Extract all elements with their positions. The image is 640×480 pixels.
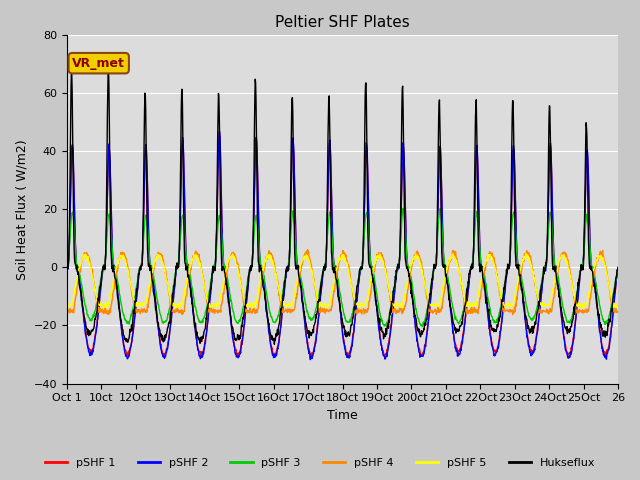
Title: Peltier SHF Plates: Peltier SHF Plates bbox=[275, 15, 410, 30]
Legend: pSHF 1, pSHF 2, pSHF 3, pSHF 4, pSHF 5, Hukseflux: pSHF 1, pSHF 2, pSHF 3, pSHF 4, pSHF 5, … bbox=[40, 453, 600, 472]
Y-axis label: Soil Heat Flux ( W/m2): Soil Heat Flux ( W/m2) bbox=[15, 139, 28, 280]
Text: VR_met: VR_met bbox=[72, 57, 125, 70]
X-axis label: Time: Time bbox=[327, 409, 358, 422]
